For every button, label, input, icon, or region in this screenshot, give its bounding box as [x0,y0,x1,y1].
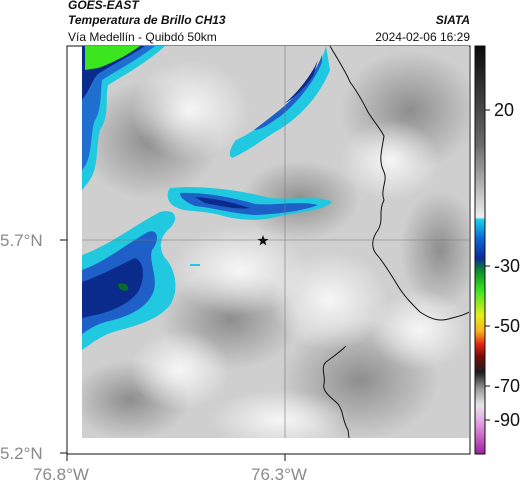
country-border [322,46,469,438]
colorbar-tick-minus30: -30 [494,256,521,276]
colorbar-tick-20: 20 [494,100,515,120]
timestamp: 2024-02-06 16:29 [375,30,470,44]
lat-label-5.7: 5.7°N [0,231,43,250]
region-subtitle: Vía Medellín - Quibdó 50km [68,30,217,44]
agency-name: SIATA [435,13,470,27]
colorbar-tick-minus70: -70 [494,376,521,396]
colorbar-tick-minus90: -90 [494,410,521,430]
lon-label-76.3: 76.3°W [251,465,307,484]
product-title: Temperatura de Brillo CH13 [68,13,226,27]
lon-label-76.8: 76.8°W [33,465,89,484]
location-star-icon [257,235,269,246]
colorbar-tick-minus50: -50 [494,316,521,336]
colorbar [474,45,490,455]
satellite-imagery [82,46,469,438]
lat-label-5.2: 5.2°N [0,444,43,463]
satellite-name: GOES-EAST [68,0,139,12]
